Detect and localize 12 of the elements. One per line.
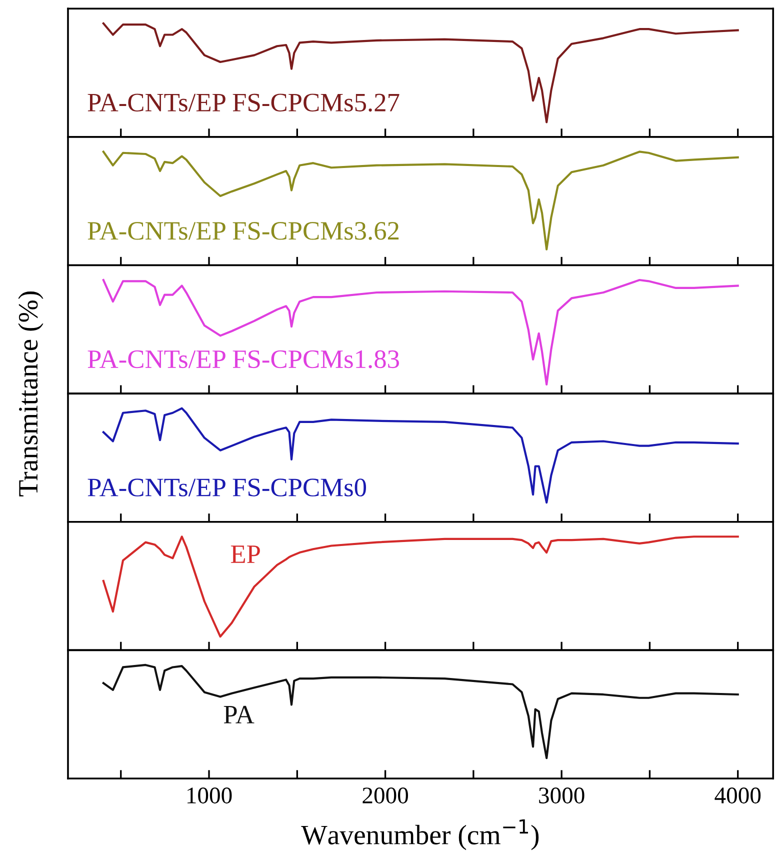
x-tick-label: 1000 <box>187 788 232 804</box>
series-label: PA-CNTs/EP FS-CPCMs3.62 <box>88 222 399 240</box>
series-label: PA-CNTs/EP FS-CPCMs0 <box>88 478 366 496</box>
series-label: PA-CNTs/EP FS-CPCMs5.27 <box>88 94 400 112</box>
x-tick-label: 2000 <box>362 788 408 804</box>
x-tick-label: 3000 <box>539 788 584 804</box>
series-label: EP <box>230 546 260 563</box>
series-label: PA <box>224 706 254 724</box>
y-axis-title: Transmittance (%) <box>18 292 44 496</box>
series-label: PA-CNTs/EP FS-CPCMs1.83 <box>88 350 399 368</box>
x-tick-label: 4000 <box>714 788 761 804</box>
x-axis-title: Wavenumber (cm$^{−1}$) <box>301 819 539 850</box>
